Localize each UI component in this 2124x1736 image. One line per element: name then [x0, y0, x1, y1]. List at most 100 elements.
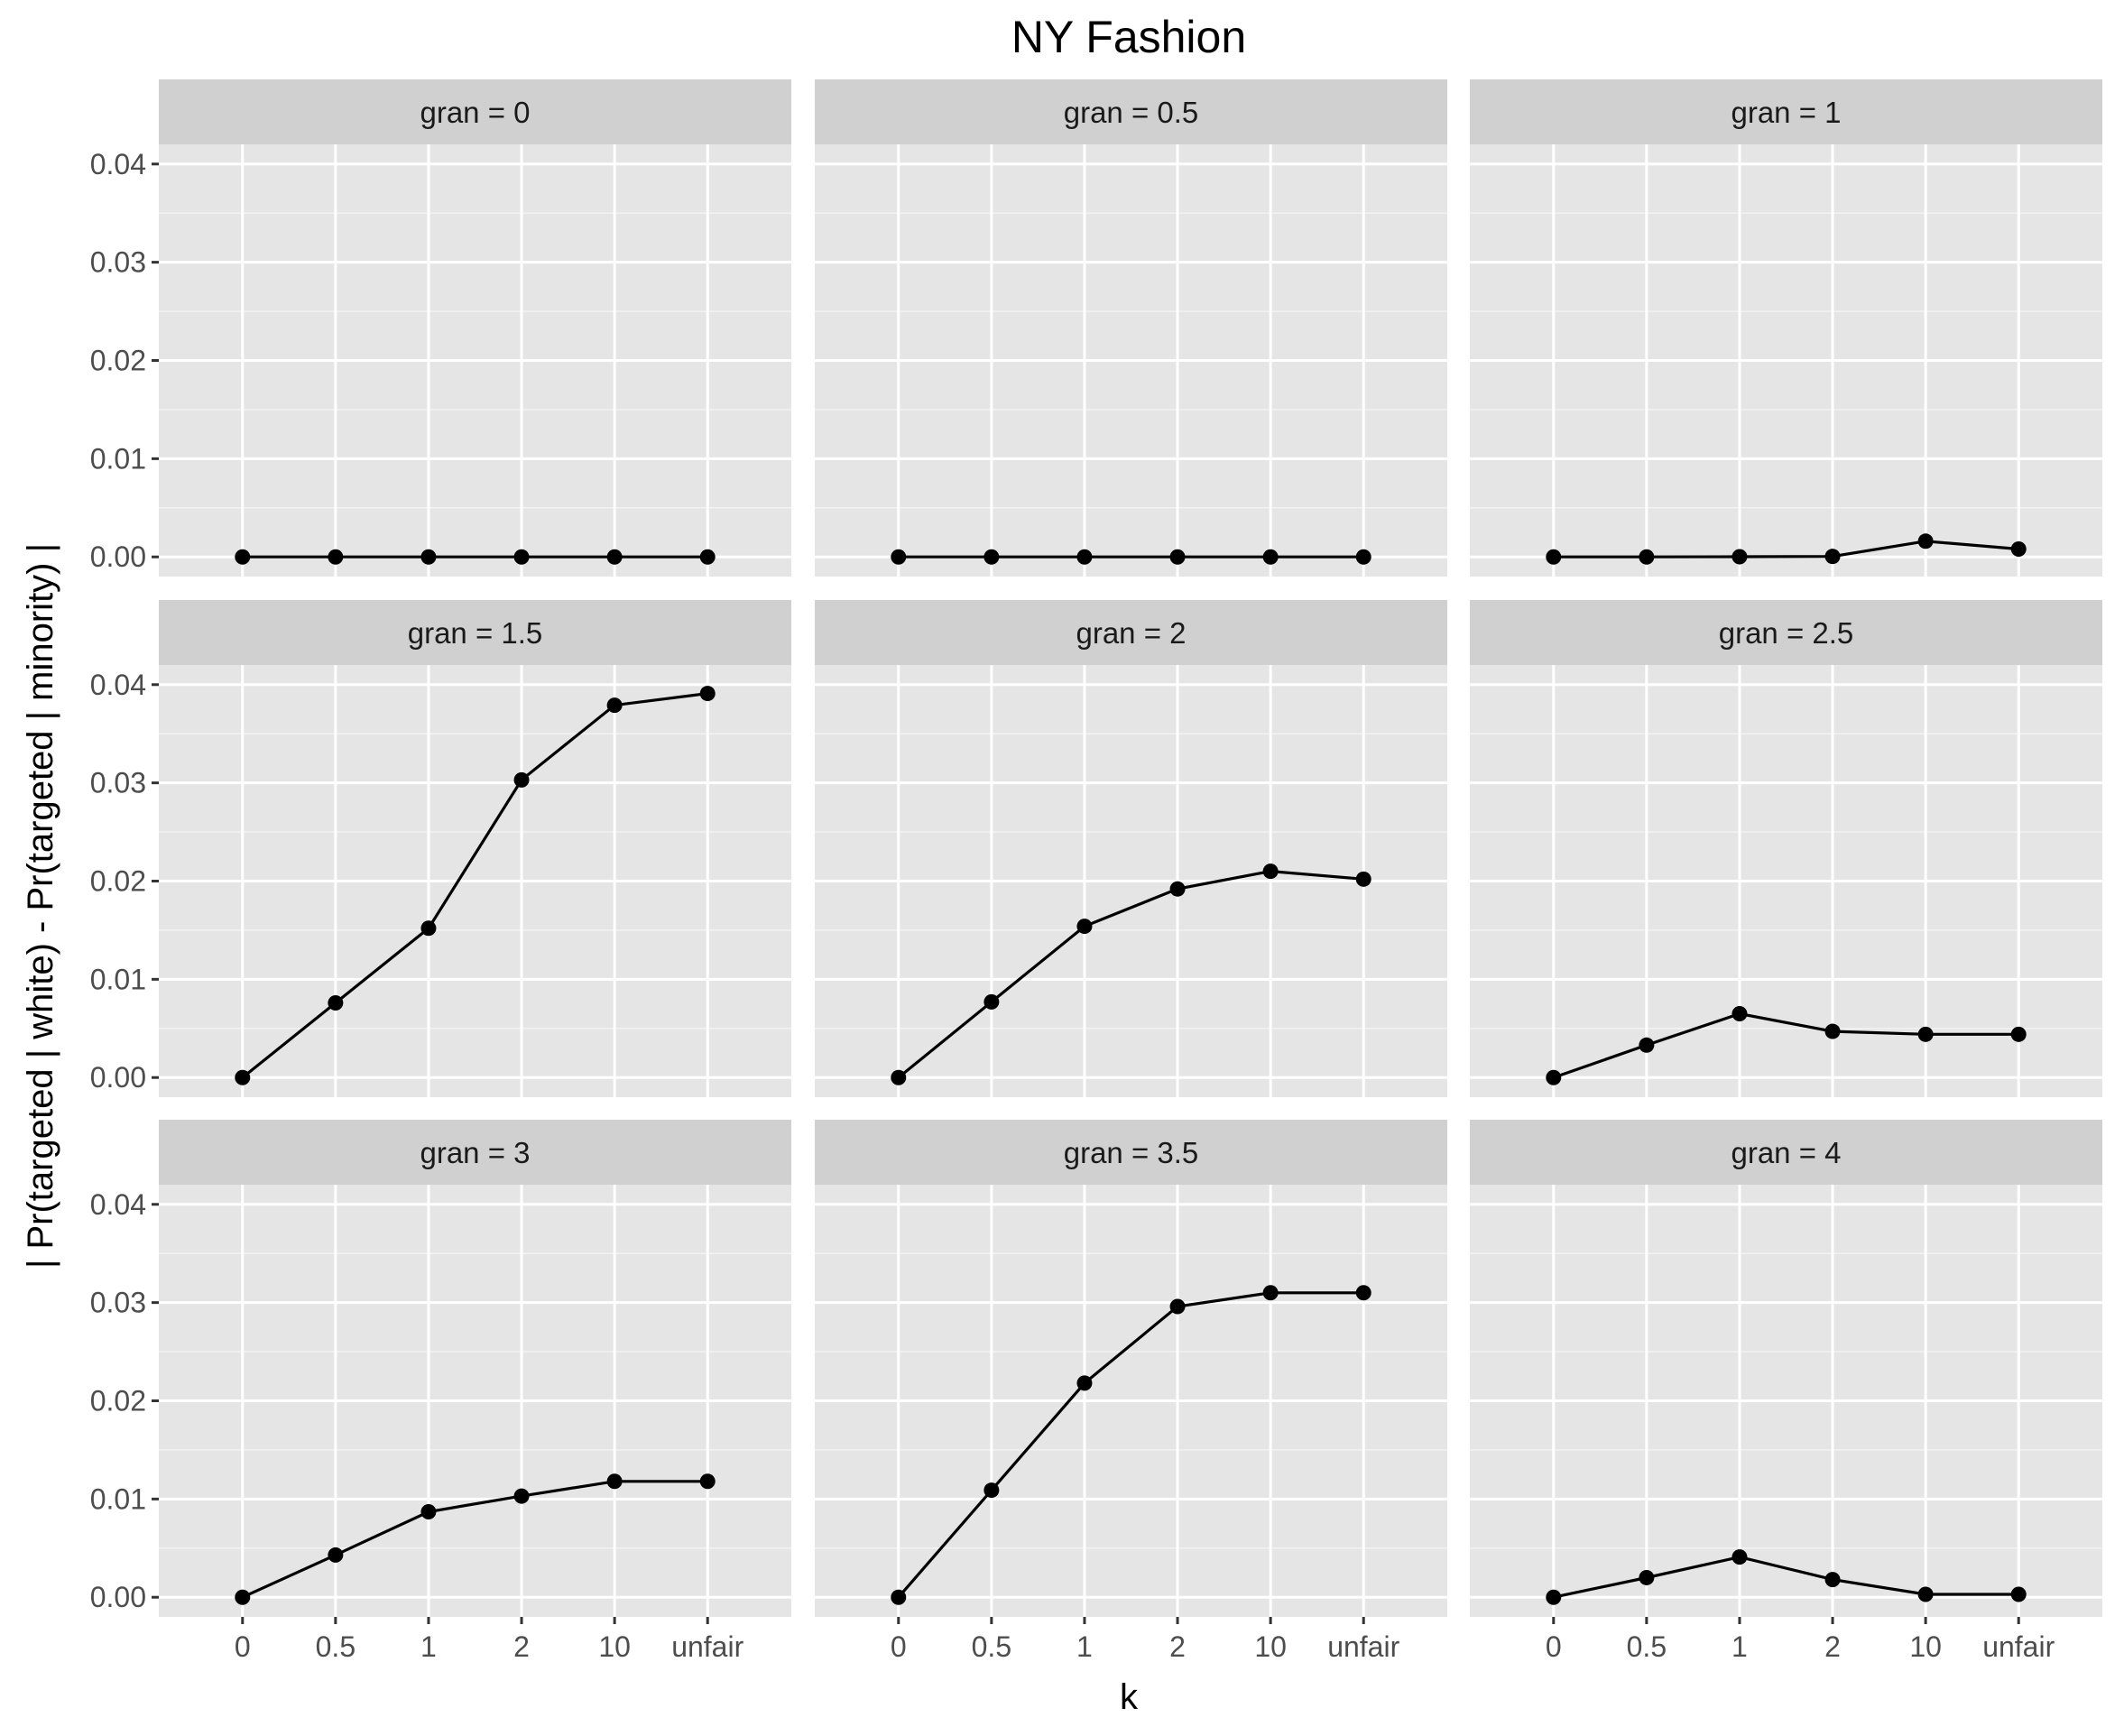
x-tick-label: 10	[1909, 1630, 1942, 1663]
facet-strip	[815, 1120, 1447, 1185]
x-tick-label: 10	[1254, 1630, 1287, 1663]
data-point	[1732, 549, 1748, 565]
data-point	[984, 1482, 1000, 1499]
x-tick-label: 2	[513, 1630, 530, 1663]
data-point	[1546, 549, 1562, 565]
data-point	[891, 549, 907, 565]
y-tick-label: 0.00	[90, 1061, 146, 1094]
data-point	[235, 1069, 251, 1085]
facet-panel: gran = 1.5 0.00 0.01 0.02 0.03 0.04	[90, 600, 791, 1097]
data-point	[2010, 1026, 2027, 1042]
facet-strip	[815, 600, 1447, 665]
facet-strip	[159, 79, 791, 144]
data-point	[2010, 1586, 2027, 1602]
data-point	[328, 994, 344, 1011]
y-tick-label: 0.04	[90, 669, 146, 701]
facet-strip-label: gran = 1.5	[408, 616, 543, 650]
facet-panel: gran = 3 0.00 0.01 0.02 0.03 0.04 0 0.5 1 2 10 unfa…	[90, 1120, 791, 1663]
y-tick-label: 0.04	[90, 148, 146, 180]
data-point	[1917, 1026, 1934, 1042]
data-point	[420, 549, 437, 565]
facet-strip-label: gran = 0	[420, 96, 530, 129]
data-point	[1546, 1589, 1562, 1605]
series-line	[1553, 1011, 2019, 1079]
y-tick-label: 0.02	[90, 1385, 146, 1417]
data-point	[420, 920, 437, 937]
facet-panel: gran = 0 0.00 0.01 0.02 0.03 0.04	[90, 79, 791, 577]
y-tick-label: 0.01	[90, 442, 146, 475]
data-point	[1732, 1549, 1748, 1565]
x-axis-title: k	[1120, 1677, 1139, 1717]
x-tick-label: 0.5	[316, 1630, 356, 1663]
x-tick-label: 1	[1732, 1630, 1748, 1663]
data-point	[420, 1504, 437, 1520]
data-point	[1917, 1586, 1934, 1602]
data-point	[235, 1589, 251, 1605]
x-tick-label: 0	[235, 1630, 251, 1663]
data-point	[606, 549, 623, 565]
facet-strip-label: gran = 2.5	[1719, 616, 1854, 650]
data-point	[984, 993, 1000, 1010]
facet-strip	[159, 1120, 791, 1185]
data-point	[891, 1589, 907, 1605]
x-tick-label: 0	[891, 1630, 907, 1663]
y-tick-label: 0.01	[90, 963, 146, 995]
data-point	[891, 1069, 907, 1085]
data-point	[1824, 549, 1841, 565]
data-point	[1355, 1285, 1371, 1301]
data-point	[235, 549, 251, 565]
x-tick-label: unfair	[1327, 1630, 1399, 1663]
facet-strip-label: gran = 4	[1731, 1136, 1841, 1169]
facet-strip-label: gran = 1	[1731, 96, 1841, 129]
data-point	[1076, 919, 1093, 935]
facet-panel: gran = 2.5	[1470, 600, 2102, 1097]
facet-panel: gran = 0.5	[815, 79, 1447, 577]
facet-strip-label: gran = 0.5	[1064, 96, 1199, 129]
data-point	[1732, 1005, 1748, 1021]
series-line	[897, 869, 1364, 1079]
y-tick-label: 0.02	[90, 865, 146, 898]
y-axis-title: | Pr(targeted | white) - Pr(targeted | m…	[21, 543, 60, 1269]
data-point	[606, 1473, 623, 1490]
data-point	[606, 697, 623, 714]
y-tick-label: 0.03	[90, 767, 146, 799]
data-point	[1355, 871, 1371, 887]
series-line	[241, 692, 708, 1079]
data-point	[1262, 863, 1279, 880]
data-point	[1262, 1285, 1279, 1301]
y-tick-label: 0.00	[90, 540, 146, 573]
x-tick-label: 1	[420, 1630, 437, 1663]
data-point	[1824, 1572, 1841, 1588]
facet-panel: gran = 3.5 0 0.5 1 2 10 unfair	[815, 1120, 1447, 1663]
facet-strip	[1470, 79, 2102, 144]
x-tick-label: unfair	[671, 1630, 743, 1663]
data-point	[1546, 1069, 1562, 1085]
data-point	[1169, 1298, 1186, 1315]
data-point	[328, 1547, 344, 1563]
series-line	[1553, 1555, 2019, 1599]
facet-panel: gran = 2	[815, 600, 1447, 1097]
data-point	[699, 1473, 716, 1490]
facet-strip-label: gran = 3	[420, 1136, 530, 1169]
y-tick-label: 0.04	[90, 1188, 146, 1221]
facet-strip-label: gran = 3.5	[1064, 1136, 1199, 1169]
y-tick-label: 0.00	[90, 1581, 146, 1613]
facet-strip	[815, 79, 1447, 144]
data-point	[1639, 549, 1655, 565]
data-point	[513, 771, 530, 788]
data-point	[984, 549, 1000, 565]
facet-strip	[159, 600, 791, 665]
series-line	[1553, 540, 2019, 559]
data-point	[513, 549, 530, 565]
data-point	[1639, 1037, 1655, 1053]
data-point	[1824, 1023, 1841, 1039]
data-point	[1917, 533, 1934, 549]
x-tick-label: 2	[1169, 1630, 1186, 1663]
data-point	[328, 549, 344, 565]
facet-panel: gran = 4 0 0.5 1 2 10 unfair	[1470, 1120, 2102, 1663]
data-point	[1355, 549, 1371, 565]
data-point	[699, 549, 716, 565]
y-tick-label: 0.02	[90, 345, 146, 377]
series-line	[242, 1480, 708, 1599]
x-tick-label: 1	[1076, 1630, 1093, 1663]
